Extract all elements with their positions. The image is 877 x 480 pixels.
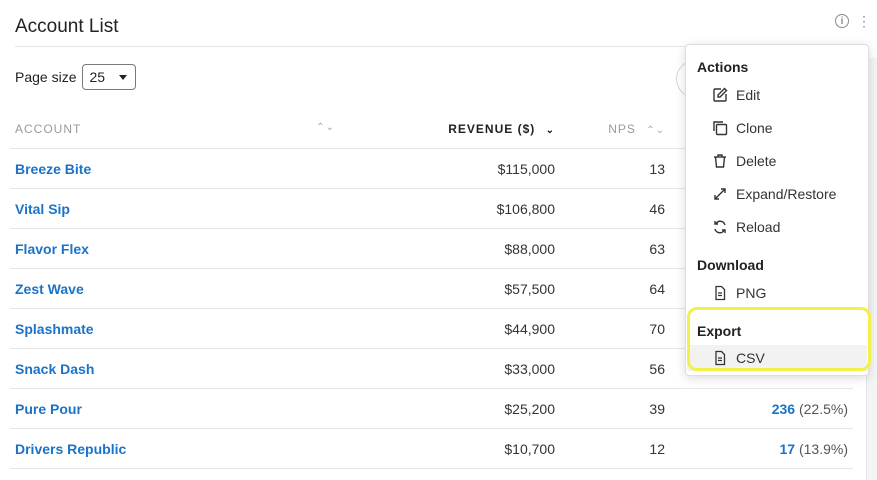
nps-cell: 39 <box>560 388 670 429</box>
expand-icon <box>714 188 726 200</box>
menu-item-delete[interactable]: Delete <box>712 153 776 169</box>
reload-icon <box>714 220 726 234</box>
menu-header-download: Download <box>697 257 764 273</box>
account-link[interactable]: Zest Wave <box>10 268 340 309</box>
clone-icon <box>713 121 728 136</box>
revenue-cell: $57,500 <box>340 268 560 309</box>
edit-icon <box>713 87 728 102</box>
table-header-row: ACCOUNT ⌃⌄ REVENUE ($) ⌄ NPS ⌃⌄ <box>10 110 853 149</box>
sort-icon[interactable]: ⌃⌄ <box>316 122 335 133</box>
menu-item-clone[interactable]: Clone <box>712 120 773 136</box>
page-size-label: Page size <box>15 69 77 85</box>
percent-text: (22.5%) <box>798 400 848 417</box>
header-icons: i ⋮ <box>835 13 871 29</box>
percent-text: (13.9%) <box>798 440 848 457</box>
nps-cell: 64 <box>560 268 670 309</box>
account-link[interactable]: Vital Sip <box>10 188 340 229</box>
account-link[interactable]: Drivers Republic <box>10 428 340 469</box>
info-icon[interactable]: i <box>835 14 849 28</box>
table-row: Drivers Republic $10,700 12 17 (13.9%) <box>10 428 853 469</box>
column-header-account[interactable]: ACCOUNT ⌃⌄ <box>15 122 335 136</box>
sort-icon[interactable]: ⌃⌄ <box>646 125 665 136</box>
count-link[interactable]: 17 <box>779 440 796 457</box>
revenue-cell: $106,800 <box>340 188 560 229</box>
chevron-down-icon <box>119 74 128 80</box>
count-link[interactable]: 236 <box>771 400 796 417</box>
nps-cell: 56 <box>560 348 670 389</box>
revenue-cell: $115,000 <box>340 148 560 189</box>
page-size-value: 25 <box>89 69 106 85</box>
title-divider <box>15 46 867 47</box>
page-title: Account List <box>15 16 119 37</box>
file-icon <box>715 350 726 366</box>
revenue-cell: $44,900 <box>340 308 560 349</box>
menu-item-png[interactable]: PNG <box>712 285 766 301</box>
account-link[interactable]: Pure Pour <box>10 388 340 429</box>
revenue-cell: $10,700 <box>340 428 560 469</box>
nps-cell: 12 <box>560 428 670 469</box>
revenue-cell: $88,000 <box>340 228 560 269</box>
menu-item-csv[interactable]: CSV <box>687 345 867 371</box>
revenue-cell: $33,000 <box>340 348 560 389</box>
sort-desc-icon[interactable]: ⌄ <box>545 125 555 136</box>
account-link[interactable]: Flavor Flex <box>10 228 340 269</box>
menu-item-edit[interactable]: Edit <box>712 87 760 103</box>
kebab-menu-icon[interactable]: ⋮ <box>857 13 871 29</box>
page-size-control: Page size 25 <box>15 64 137 90</box>
file-icon <box>715 285 726 301</box>
context-menu: Actions Edit Clone Delete Expand/Restore… <box>685 44 869 376</box>
nps-cell: 13 <box>560 148 670 189</box>
column-header-nps[interactable]: NPS ⌃⌄ <box>608 122 665 136</box>
nps-cell: 70 <box>560 308 670 349</box>
account-link[interactable]: Snack Dash <box>10 348 340 389</box>
revenue-cell: $25,200 <box>340 388 560 429</box>
account-link[interactable]: Breeze Bite <box>10 148 340 189</box>
account-link[interactable]: Splashmate <box>10 308 340 349</box>
extra-cell: 17 (13.9%) <box>670 428 853 469</box>
menu-header-actions: Actions <box>697 59 749 75</box>
nps-cell: 46 <box>560 188 670 229</box>
menu-header-export: Export <box>697 323 742 339</box>
extra-cell: 236 (22.5%) <box>670 388 853 429</box>
trash-icon <box>714 154 726 168</box>
menu-item-reload[interactable]: Reload <box>712 219 780 235</box>
page-size-select[interactable]: 25 <box>82 64 137 90</box>
table-row: Pure Pour $25,200 39 236 (22.5%) <box>10 388 853 429</box>
menu-item-expand-restore[interactable]: Expand/Restore <box>712 186 836 202</box>
nps-cell: 63 <box>560 228 670 269</box>
column-header-revenue[interactable]: REVENUE ($) ⌄ <box>448 122 555 136</box>
